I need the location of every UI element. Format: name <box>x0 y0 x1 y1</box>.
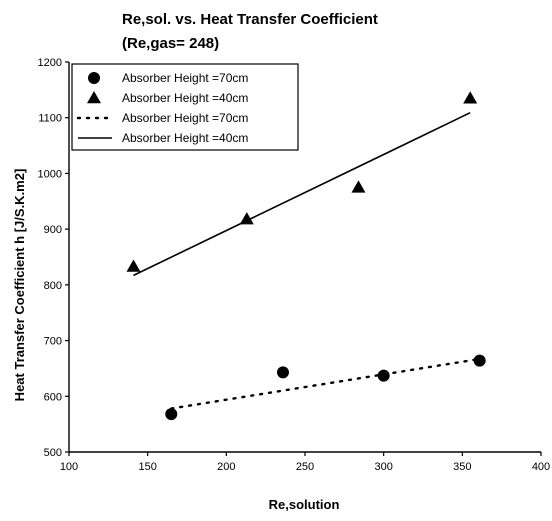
y-tick-label: 1000 <box>38 168 62 180</box>
legend-label: Absorber Height =40cm <box>122 91 248 105</box>
series-line-2 <box>170 357 481 410</box>
data-point-triangle <box>463 91 478 104</box>
legend-circle-marker <box>88 72 100 84</box>
data-point-circle <box>165 408 178 421</box>
legend-label: Absorber Height =40cm <box>122 131 248 145</box>
legend: Absorber Height =70cm Absorber Height =40… <box>71 63 299 151</box>
x-axis-label: Re,solution <box>269 497 340 512</box>
x-tick-label: 150 <box>138 461 156 473</box>
chart-marks <box>126 91 486 421</box>
y-tick-label: 600 <box>44 391 62 403</box>
data-point-circle <box>377 369 390 382</box>
y-tick-label: 800 <box>44 280 62 292</box>
legend-label: Absorber Height =70cm <box>122 111 248 125</box>
x-tick-label: 200 <box>217 461 235 473</box>
data-point-triangle <box>126 259 141 272</box>
y-axis-label: Heat Transfer Coefficient h [J/S.K.m2] <box>12 169 27 402</box>
y-tick-label: 500 <box>44 447 62 459</box>
chart-title: Re,sol. vs. Heat Transfer Coefficient <box>122 11 378 28</box>
x-tick-label: 400 <box>532 461 550 473</box>
x-tick-label: 250 <box>296 461 314 473</box>
data-point-circle <box>473 354 486 367</box>
data-point-circle <box>276 366 289 379</box>
y-tick-label: 900 <box>44 224 62 236</box>
y-tick-label: 1100 <box>38 113 62 125</box>
data-point-triangle <box>351 180 366 193</box>
x-tick-label: 350 <box>453 461 471 473</box>
y-tick-label: 1200 <box>38 57 62 69</box>
legend-triangle-marker <box>87 91 101 104</box>
y-tick-label: 700 <box>44 336 62 348</box>
data-point-triangle <box>239 212 254 225</box>
chart-subtitle: (Re,gas= 248) <box>122 35 219 52</box>
series-line-3 <box>133 111 471 277</box>
legend-label: Absorber Height =70cm <box>122 71 248 85</box>
axis-ticks: 500 600 700 800 900 1000 1100 1200 100 150 200 250 3… <box>38 57 551 473</box>
x-tick-label: 100 <box>60 461 78 473</box>
x-tick-label: 300 <box>374 461 392 473</box>
legend-box <box>71 63 299 151</box>
